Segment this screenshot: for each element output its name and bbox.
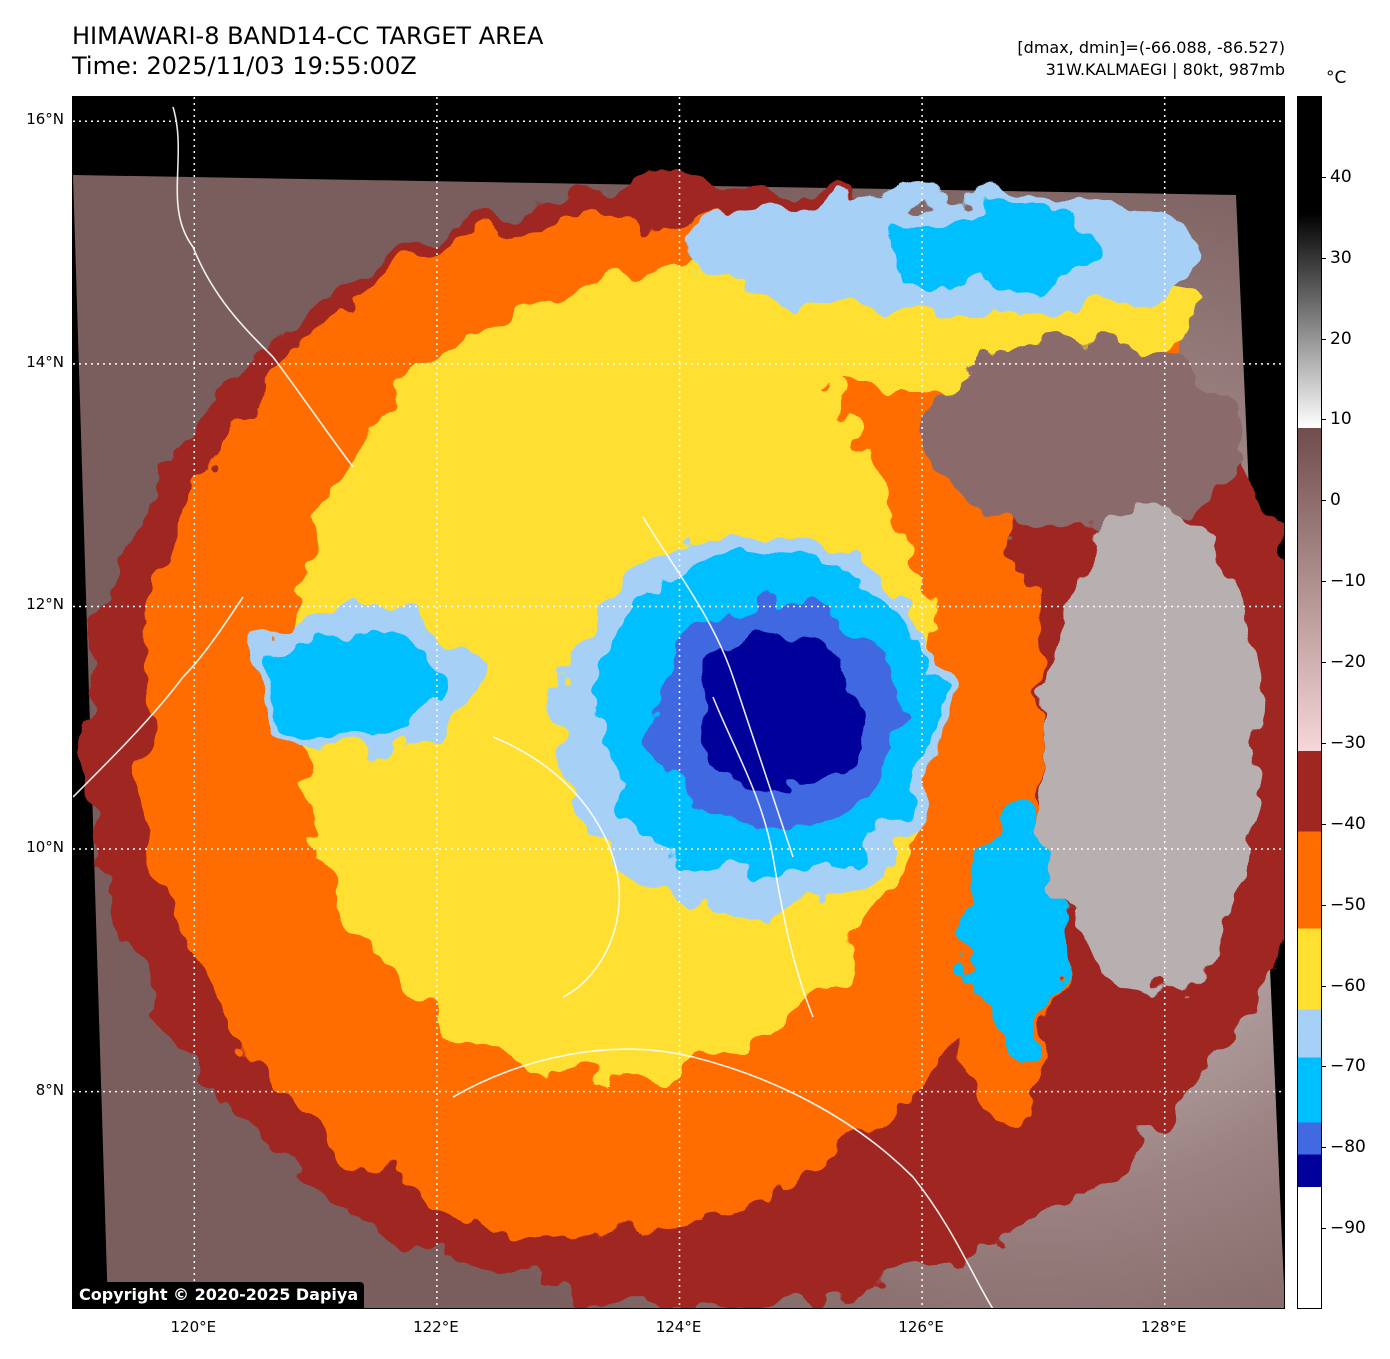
storm-info: 31W.KALMAEGI | 80kt, 987mb — [1045, 60, 1285, 79]
colorbar-tick-mark — [1321, 581, 1326, 583]
lat-tick-label: 14°N — [26, 352, 64, 371]
colorbar-tick-label: −50 — [1330, 894, 1366, 915]
colorbar-tick-label: −20 — [1330, 652, 1366, 673]
coastline-luzon — [172, 106, 354, 468]
colorbar-tick-mark — [1321, 985, 1326, 987]
colorbar-tick-label: 0 — [1330, 490, 1341, 511]
coastline-samar — [642, 516, 794, 858]
colorbar-tick-label: 10 — [1330, 409, 1352, 430]
title-line-2: Time: 2025/11/03 19:55:00Z — [72, 52, 417, 80]
colorbar-tick-label: −10 — [1330, 571, 1366, 592]
coastline-panay — [492, 736, 621, 998]
colorbar-tick-mark — [1321, 419, 1326, 421]
colorbar-tick-mark — [1321, 823, 1326, 825]
colorbar-unit: °C — [1326, 68, 1347, 88]
title-line-1: HIMAWARI-8 BAND14-CC TARGET AREA — [72, 22, 544, 50]
colorbar-tick-label: −60 — [1330, 975, 1366, 996]
cloud-region-clear-east-grey — [1043, 509, 1262, 995]
lat-tick-label: 12°N — [26, 595, 64, 614]
colorbar-tick-mark — [1321, 500, 1326, 502]
coastline-leyte — [712, 696, 814, 1018]
cloud-region-east-band-inner — [970, 800, 1068, 1068]
lat-lon-grid — [73, 97, 1284, 1308]
coastline-mindanao — [452, 1048, 994, 1308]
colorbar-tick-label: 40 — [1330, 166, 1352, 187]
temperature-colorbar — [1297, 96, 1322, 1309]
temperature-range-info: [dmax, dmin]=(-66.088, -86.527) — [1017, 38, 1285, 57]
cloud-layer — [85, 182, 1284, 1308]
colorbar-tick-mark — [1321, 1147, 1326, 1149]
colorbar-tick-mark — [1321, 338, 1326, 340]
cloud-region-very-cold-north — [885, 206, 1105, 292]
copyright-notice: Copyright © 2020-2025 Dapiya — [75, 1282, 365, 1308]
colorbar-tick-label: −70 — [1330, 1056, 1366, 1077]
colorbar-tick-mark — [1321, 257, 1326, 259]
lat-tick-label: 16°N — [26, 110, 64, 129]
lon-tick-label: 120°E — [170, 1318, 217, 1336]
lon-tick-label: 126°E — [898, 1318, 944, 1336]
lat-tick-label: 10°N — [26, 838, 64, 857]
lat-tick-label: 8°N — [35, 1080, 64, 1099]
lon-tick-label: 128°E — [1140, 1318, 1187, 1336]
colorbar-tick-mark — [1321, 1066, 1326, 1068]
lon-tick-label: 124°E — [655, 1318, 702, 1336]
colorbar-tick-mark — [1321, 176, 1326, 178]
satellite-map[interactable]: Copyright © 2020-2025 Dapiya — [72, 96, 1285, 1309]
coastline-palawan — [73, 596, 244, 798]
cloud-region-very-cold-west — [267, 630, 437, 740]
colorbar-tick-mark — [1321, 1228, 1326, 1230]
lon-tick-label: 122°E — [413, 1318, 459, 1336]
colorbar-tick-mark — [1321, 662, 1326, 664]
colorbar-tick-label: 20 — [1330, 328, 1352, 349]
colorbar-tick-label: −80 — [1330, 1137, 1366, 1158]
colorbar-tick-label: −90 — [1330, 1218, 1366, 1239]
colorbar-tick-label: −30 — [1330, 732, 1366, 753]
cloud-region-clear-east — [922, 339, 1238, 534]
cloud-region-extreme-core — [691, 630, 862, 789]
colorbar-tick-label: −40 — [1330, 813, 1366, 834]
coastlines — [73, 106, 994, 1308]
colorbar-tick-mark — [1321, 742, 1326, 744]
map-canvas — [73, 97, 1284, 1308]
colorbar-tick-label: 30 — [1330, 247, 1352, 268]
colorbar-tick-mark — [1321, 904, 1326, 906]
